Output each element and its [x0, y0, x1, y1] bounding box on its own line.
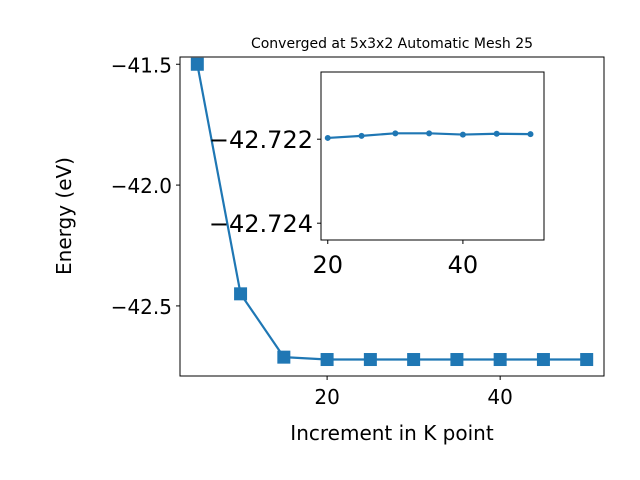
main-data-point	[493, 353, 507, 367]
main-y-tick-label: −42.5	[111, 295, 172, 319]
y-axis-label: Energy (eV)	[52, 157, 76, 275]
inset-data-point	[527, 131, 534, 138]
main-data-point	[190, 57, 204, 71]
main-data-point	[580, 353, 594, 367]
inset-x-ticks: 20 40	[312, 240, 478, 279]
inset-y-tick-label: −42.724	[209, 210, 313, 238]
inset-y-ticks: −42.724 −42.722	[209, 126, 321, 238]
inset-data-point	[324, 134, 331, 141]
inset-data-point	[392, 130, 399, 137]
inset-data-point	[459, 131, 466, 138]
main-y-ticks: −41.5 −42.0 −42.5	[111, 53, 180, 319]
main-data-point	[320, 353, 334, 367]
inset-plot-frame	[320, 71, 545, 241]
inset-data-point	[493, 130, 500, 137]
main-x-tick-label: 20	[314, 385, 339, 409]
main-data-point	[450, 353, 464, 367]
chart-title: Converged at 5x3x2 Automatic Mesh 25	[251, 36, 533, 52]
inset-y-tick-label: −42.722	[209, 126, 313, 154]
inset-x-tick-label: 40	[448, 251, 479, 279]
main-x-ticks: 20 40	[314, 376, 513, 409]
main-series-line	[196, 64, 587, 361]
inset-data-point	[426, 130, 433, 137]
main-x-tick-label: 40	[487, 385, 512, 409]
main-y-tick-label: −42.0	[111, 174, 172, 198]
main-data-point	[536, 353, 550, 367]
inset-x-tick-label: 20	[312, 251, 343, 279]
main-data-point	[277, 350, 291, 364]
inset-series-group	[324, 130, 534, 141]
main-data-point	[363, 353, 377, 367]
inset-data-point	[358, 132, 365, 139]
main-y-tick-label: −41.5	[111, 53, 172, 77]
main-series-group	[190, 57, 594, 367]
main-plot-frame	[179, 56, 605, 377]
inset-plot-area	[321, 72, 544, 240]
x-axis-label: Increment in K point	[290, 421, 494, 445]
inset-chart: 20 40 −42.724−42.722	[209, 71, 545, 279]
main-data-point	[407, 353, 421, 367]
main-data-point	[234, 287, 248, 301]
